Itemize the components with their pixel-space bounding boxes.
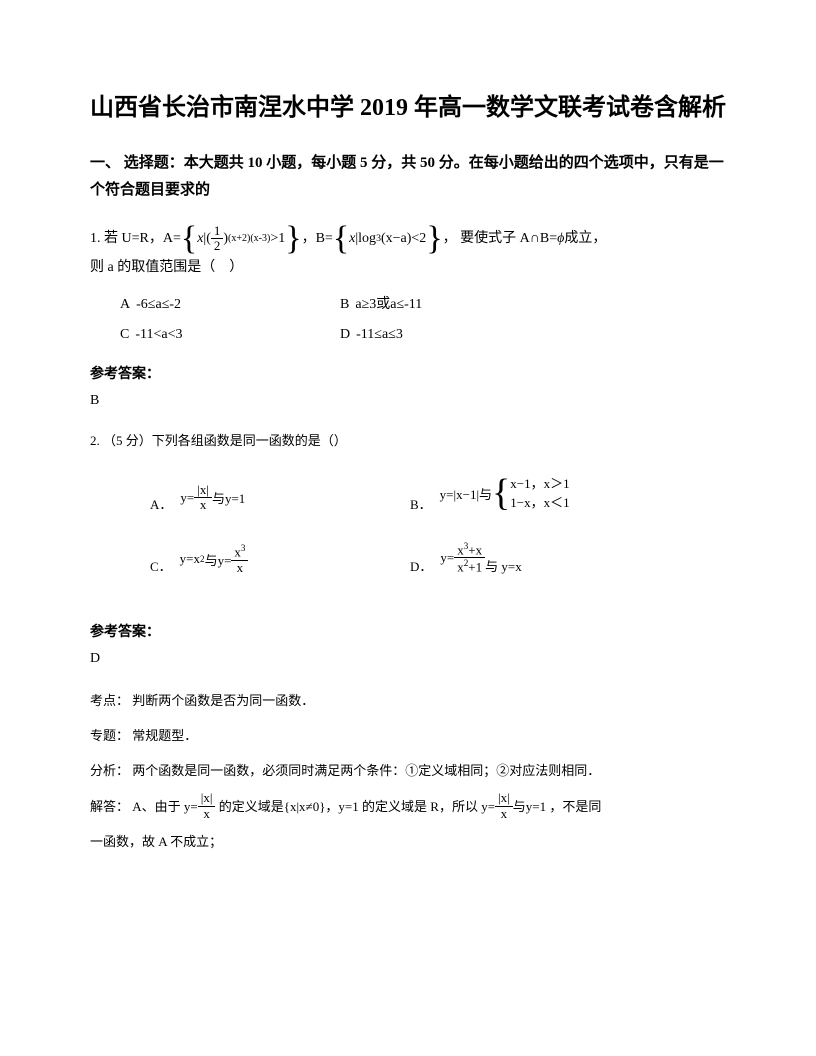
q2-jieda-line2: 一函数，故 A 不成立； — [90, 826, 726, 857]
q2-options: A． y=|x|x与y=1 B． y=|x−1|与{x−1，x＞11−x，x＜1… — [150, 474, 726, 603]
q2-jieda: 解答： A、由于 y=|x|x 的定义域是{x|x≠0}，y=1 的定义域是 R… — [90, 791, 726, 822]
q1-option-a: A -6 ≤a≤-2 — [120, 290, 340, 321]
q1-mid1: B= — [316, 225, 333, 253]
q2-kaodian: 考点： 判断两个函数是否为同一函数． — [90, 685, 726, 716]
q2-zhuanti: 专题： 常规题型． — [90, 720, 726, 751]
question-1: 1. 若 U=R，A= { x|(12)(x+2)(x-3) >1} ， B= … — [90, 224, 726, 282]
q1-options: A -6 ≤a≤-2 B a ≥3或a≤-11 C -11< a<3 D -11… — [120, 290, 726, 352]
section-1-header: 一、 选择题：本大题共 10 小题，每小题 5 分，共 50 分。在每小题给出的… — [90, 150, 726, 204]
q1-set-a: { x|(12)(x+2)(x-3) >1} — [181, 224, 302, 254]
q2-option-c: C． y=x2与y=x3x — [150, 541, 410, 575]
q2-option-d: D． y=x3+xx2+1 与 y=x — [410, 541, 670, 575]
q1-option-c: C -11< a<3 — [120, 320, 340, 351]
q2-option-b: B． y=|x−1|与{x−1，x＞11−x，x＜1 — [410, 474, 670, 513]
q1-set-b: {x|log3(x−a)<2} — [333, 225, 443, 253]
q1-mid3: 成立， — [564, 225, 606, 253]
q1-mid2: ， 要使式子 A∩B= — [443, 225, 557, 253]
q1-prefix: 1. 若 U=R，A= — [90, 225, 181, 253]
q2-answer: D — [90, 651, 726, 667]
q2-answer-label: 参考答案： — [90, 621, 726, 641]
q2-fenxi: 分析： 两个函数是同一函数，必须同时满足两个条件：①定义域相同；②对应法则相同． — [90, 755, 726, 786]
q1-line2: 则 a 的取值范围是（ ） — [90, 254, 726, 282]
q1-phi: ϕ — [557, 225, 564, 253]
q1-option-d: D -11 ≤a≤3 — [340, 320, 560, 351]
q1-answer-label: 参考答案： — [90, 363, 726, 383]
q1-answer: B — [90, 393, 726, 409]
question-2-stem: 2. （5 分）下列各组函数是同一函数的是（） — [90, 427, 726, 456]
exam-title: 山西省长治市南涅水中学 2019 年高一数学文联考试卷含解析 — [90, 90, 726, 126]
q2-option-a: A． y=|x|x与y=1 — [150, 474, 410, 513]
q1-option-b: B a ≥3或a≤-11 — [340, 290, 560, 321]
